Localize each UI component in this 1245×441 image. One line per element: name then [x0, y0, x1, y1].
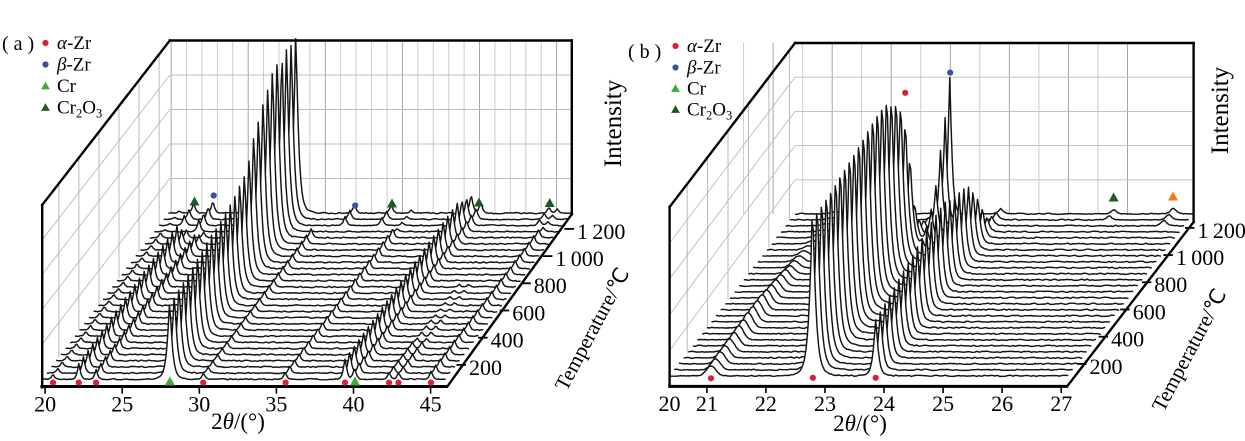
svg-text:400: 400 [1111, 327, 1144, 352]
svg-text:β-Zr: β-Zr [686, 58, 721, 79]
svg-text:25: 25 [111, 392, 133, 417]
svg-text:21: 21 [696, 391, 718, 416]
svg-text:200: 200 [469, 355, 502, 380]
svg-text:600: 600 [512, 300, 545, 325]
svg-text:45: 45 [420, 392, 442, 417]
svg-text:22: 22 [755, 391, 777, 416]
svg-text:( a ): ( a ) [2, 33, 34, 55]
svg-text:800: 800 [534, 273, 567, 298]
svg-text:2θ/(°): 2θ/(°) [211, 409, 265, 434]
svg-text:( b ): ( b ) [628, 41, 661, 63]
svg-text:1 000: 1 000 [555, 246, 603, 271]
svg-text:600: 600 [1133, 299, 1166, 324]
svg-text:20: 20 [659, 391, 681, 416]
svg-text:30: 30 [188, 392, 210, 417]
svg-text:Cr: Cr [687, 79, 707, 100]
svg-text:27: 27 [1050, 391, 1072, 416]
svg-text:40: 40 [343, 392, 365, 417]
svg-text:Intensity: Intensity [600, 79, 627, 167]
svg-text:Intensity: Intensity [1207, 66, 1234, 154]
svg-text:800: 800 [1154, 272, 1187, 297]
svg-text:Cr: Cr [57, 76, 77, 97]
svg-text:α-Zr: α-Zr [687, 36, 722, 57]
svg-text:26: 26 [991, 391, 1013, 416]
svg-text:35: 35 [265, 392, 287, 417]
svg-text:1 000: 1 000 [1176, 245, 1224, 270]
svg-text:25: 25 [932, 391, 954, 416]
svg-text:2θ/(°): 2θ/(°) [833, 411, 887, 436]
svg-text:20: 20 [34, 392, 56, 417]
svg-text:400: 400 [491, 328, 524, 353]
svg-text:β-Zr: β-Zr [56, 55, 91, 76]
svg-text:α-Zr: α-Zr [57, 33, 92, 54]
svg-text:1 200: 1 200 [1198, 218, 1245, 243]
svg-text:1 200: 1 200 [577, 219, 625, 244]
svg-text:200: 200 [1090, 354, 1123, 379]
